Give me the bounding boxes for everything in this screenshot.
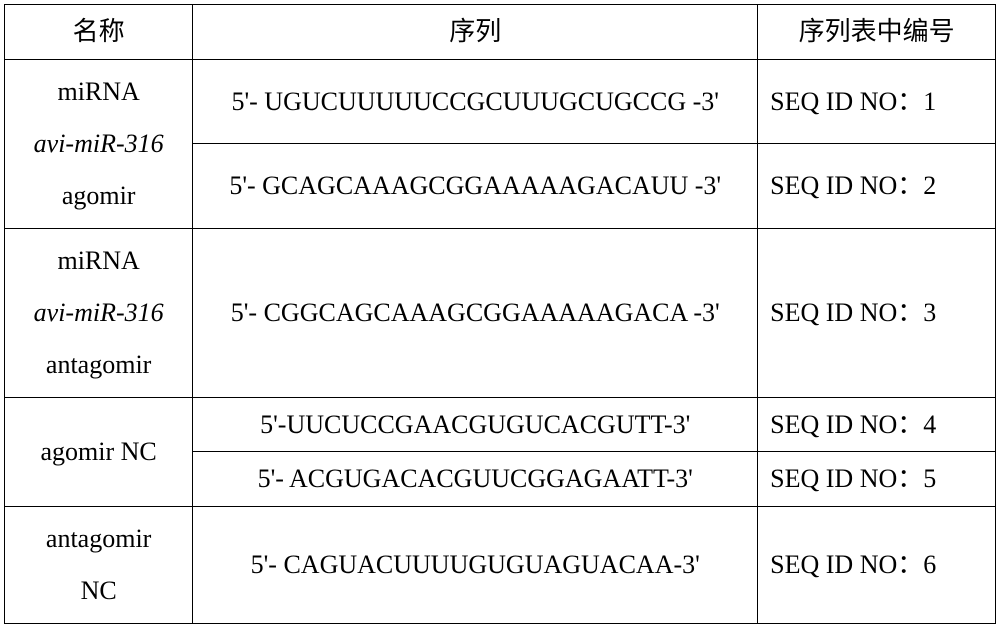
id-cell: SEQ ID NO：1 <box>758 59 996 144</box>
id-cell: SEQ ID NO：3 <box>758 228 996 397</box>
id-cell: SEQ ID NO：6 <box>758 506 996 623</box>
name-cell-antagomir: miRNA avi-miR-316 antagomir <box>5 228 193 397</box>
sequence-cell: 5'- ACGUGACACGUUCGGAGAATT-3' <box>193 452 758 507</box>
sequence-table: 名称 序列 序列表中编号 miRNA avi-miR-316 agomir 5'… <box>4 4 996 624</box>
name-line1: agomir NC <box>41 437 157 466</box>
name-cell-antagomir-nc: antagomir NC <box>5 506 193 623</box>
table-header-row: 名称 序列 序列表中编号 <box>5 5 996 60</box>
table-row: miRNA avi-miR-316 antagomir 5'- CGGCAGCA… <box>5 228 996 397</box>
table-row: agomir NC 5'-UUCUCCGAACGUGUCACGUTT-3' SE… <box>5 397 996 452</box>
name-line1: miRNA <box>57 246 139 275</box>
sequence-cell: 5'- UGUCUUUUUCCGCUUUGCUGCCG -3' <box>193 59 758 144</box>
name-line2-italic: avi-miR-316 <box>34 129 164 158</box>
sequence-cell: 5'- GCAGCAAAGCGGAAAAAGACAUU -3' <box>193 144 758 229</box>
name-line1: miRNA <box>57 77 139 106</box>
name-line2-italic: avi-miR-316 <box>34 298 164 327</box>
header-sequence: 序列 <box>193 5 758 60</box>
table-row: miRNA avi-miR-316 agomir 5'- UGUCUUUUUCC… <box>5 59 996 144</box>
id-cell: SEQ ID NO：2 <box>758 144 996 229</box>
name-cell-agomir-nc: agomir NC <box>5 397 193 506</box>
table-row: antagomir NC 5'- CAGUACUUUUGUGUAGUACAA-3… <box>5 506 996 623</box>
name-cell-agomir: miRNA avi-miR-316 agomir <box>5 59 193 228</box>
header-name: 名称 <box>5 5 193 60</box>
id-cell: SEQ ID NO：5 <box>758 452 996 507</box>
name-line3: antagomir <box>46 350 151 379</box>
name-line3: agomir <box>62 181 136 210</box>
id-cell: SEQ ID NO：4 <box>758 397 996 452</box>
sequence-cell: 5'-UUCUCCGAACGUGUCACGUTT-3' <box>193 397 758 452</box>
name-line1: antagomir <box>46 524 151 553</box>
header-id: 序列表中编号 <box>758 5 996 60</box>
sequence-cell: 5'- CGGCAGCAAAGCGGAAAAAGACA -3' <box>193 228 758 397</box>
sequence-cell: 5'- CAGUACUUUUGUGUAGUACAA-3' <box>193 506 758 623</box>
name-line2: NC <box>81 576 117 605</box>
